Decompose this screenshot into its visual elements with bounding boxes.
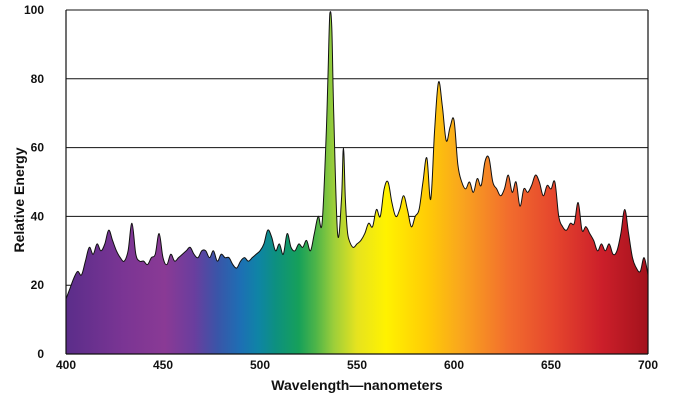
x-tick-label: 700 <box>638 358 658 372</box>
y-tick-label: 60 <box>31 141 45 155</box>
x-tick-label: 400 <box>56 358 76 372</box>
x-axis-title: Wavelength—nanometers <box>271 377 443 393</box>
y-tick-label: 100 <box>24 3 44 17</box>
x-tick-label: 450 <box>153 358 173 372</box>
y-tick-labels: 0 20 40 60 80 100 <box>24 3 44 361</box>
y-tick-label: 80 <box>31 72 45 86</box>
x-tick-label: 600 <box>444 358 464 372</box>
spectrum-line <box>65 11 649 300</box>
y-tick-label: 0 <box>37 347 44 361</box>
y-axis-title: Relative Energy <box>11 147 27 252</box>
x-tick-label: 500 <box>250 358 270 372</box>
axis-frame <box>65 10 649 355</box>
x-tick-label: 550 <box>347 358 367 372</box>
spectrum-area <box>66 11 648 354</box>
y-tick-label: 40 <box>31 209 45 223</box>
x-tick-labels: 400 450 500 550 600 650 700 <box>56 358 658 372</box>
x-tick-label: 650 <box>541 358 561 372</box>
y-tick-label: 20 <box>31 278 45 292</box>
